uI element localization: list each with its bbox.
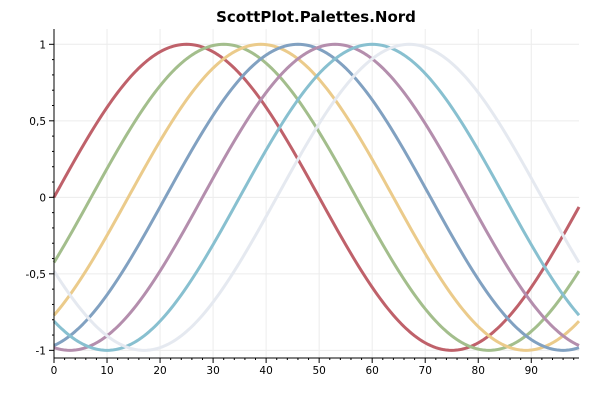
series-line-6 [52, 42, 581, 352]
x-tick-label: 70 [419, 365, 432, 377]
y-tick-label: 1 [39, 39, 46, 51]
x-tick-label: 20 [153, 365, 166, 377]
axis-layer: 0 10 20 30 40 50 60 70 80 90 1 0,5 0 -0,5 -1 [26, 29, 579, 377]
y-tick-label: 0 [39, 192, 46, 204]
x-tick-label: 10 [100, 365, 113, 377]
x-tick-label: 0 [51, 365, 58, 377]
chart-title: ScottPlot.Palettes.Nord [216, 8, 416, 26]
x-tick-label: 50 [312, 365, 325, 377]
series-layer [52, 42, 581, 352]
grid-layer [53, 29, 579, 358]
y-tick-label: -1 [36, 345, 46, 357]
x-tick-label: 30 [206, 365, 219, 377]
x-tick-label: 80 [472, 365, 485, 377]
series-line-5 [53, 42, 580, 352]
series-line-7 [52, 42, 581, 352]
series-line-1 [52, 42, 581, 352]
x-tick-label: 40 [259, 365, 272, 377]
y-tick-label: 0,5 [29, 116, 46, 128]
x-tick-label: 60 [365, 365, 378, 377]
y-tick-label: -0,5 [26, 269, 47, 281]
x-tick-label: 90 [525, 365, 538, 377]
